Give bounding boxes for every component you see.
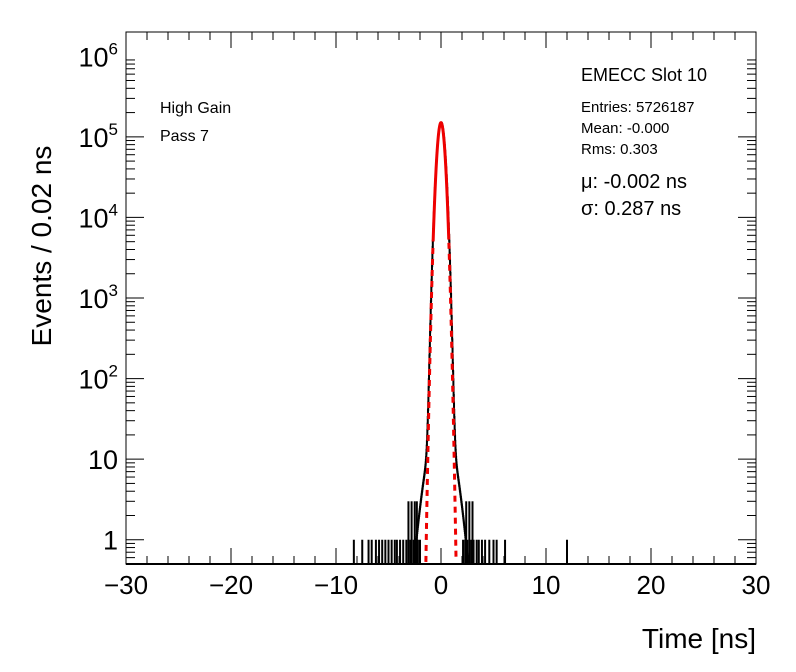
x-axis-label: Time [ns] [642, 623, 756, 654]
y-tick-label: 1 [103, 526, 118, 556]
x-tick-label: 30 [742, 570, 771, 600]
x-tick-label: 10 [532, 570, 561, 600]
stats-rms: Rms: 0.303 [581, 141, 658, 158]
x-tick-label: −30 [104, 570, 148, 600]
fit-mu-text: μ: -0.002 ns [581, 171, 687, 193]
annotation-gain: High Gain [160, 100, 231, 117]
stats-entries: Entries: 5726187 [581, 99, 694, 116]
gaussian-fit-curve [431, 121, 451, 242]
y-tick-label: 104 [78, 200, 118, 233]
y-tick-label: 106 [78, 39, 118, 72]
y-tick-label: 105 [78, 120, 118, 153]
gaussian-fit-tail-left [424, 244, 435, 562]
x-tick-label: −10 [314, 570, 358, 600]
x-tick-label: −20 [209, 570, 253, 600]
stats-title: EMECC Slot 10 [581, 65, 707, 85]
axes-layer: −30 −20 −10 0 10 20 30 1 10 102 103 104 105 106 [78, 31, 771, 600]
x-tick-label: 0 [434, 570, 448, 600]
stats-mean: Mean: -0.000 [581, 120, 669, 137]
fit-sigma-text: σ: 0.287 ns [581, 198, 681, 220]
text-layer: Time [ns] Events / 0.02 ns High Gain Pas… [26, 65, 756, 654]
y-axis-label: Events / 0.02 ns [26, 146, 57, 347]
histogram-core [413, 121, 469, 565]
data-layer [126, 121, 756, 565]
annotation-pass: Pass 7 [160, 128, 209, 145]
y-tick-label: 103 [78, 281, 118, 314]
x-tick-label: 20 [637, 570, 666, 600]
gaussian-fit-tail-right [447, 242, 458, 559]
y-tick-label: 102 [78, 362, 118, 395]
y-tick-label: 10 [88, 445, 118, 475]
